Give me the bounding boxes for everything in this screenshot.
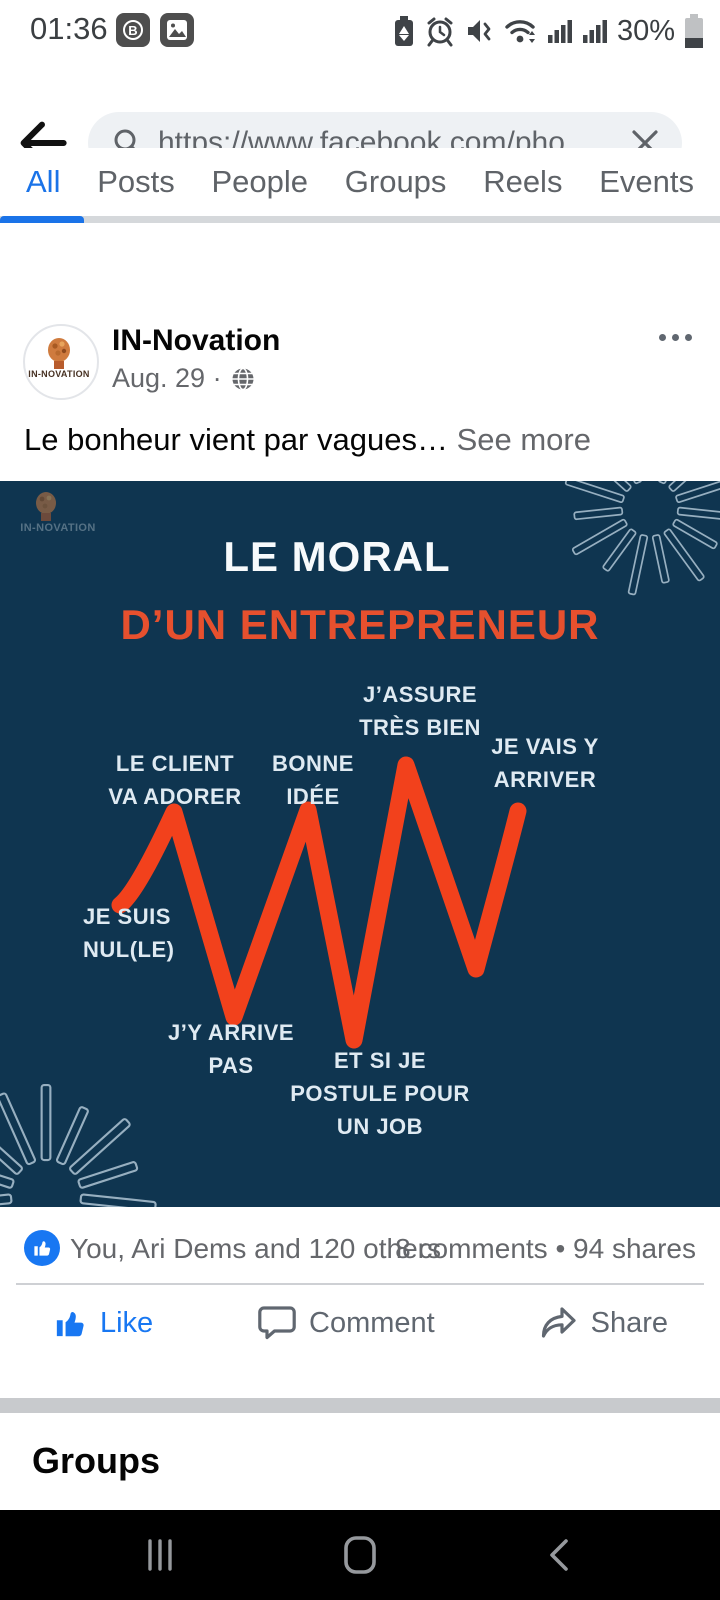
post-meta: Aug. 29 ·: [112, 363, 256, 394]
notification-app-b-icon: B: [116, 13, 150, 47]
like-reaction-icon: [24, 1230, 60, 1266]
morale-wave-curve: [111, 756, 527, 1049]
see-more-link[interactable]: See more: [456, 422, 591, 457]
in-novation-watermark-logo: IN-NOVATION: [20, 492, 96, 534]
label-je-suis: JE SUIS NUL(LE): [83, 904, 175, 962]
post-divider: [16, 1283, 704, 1285]
post-action-bar: Like Comment Share: [0, 1288, 720, 1358]
tab-people[interactable]: People: [211, 164, 309, 199]
tab-posts[interactable]: Posts: [97, 164, 175, 199]
home-button[interactable]: [300, 1510, 420, 1600]
thumbs-up-icon: [56, 1312, 84, 1337]
share-label: Share: [590, 1306, 669, 1339]
engagement-summary: You, Ari Dems and 120 others 8 comments …: [0, 1212, 720, 1282]
image-title-line1: LE MORAL: [223, 533, 451, 580]
post-text-body: Le bonheur vient par vagues…: [24, 422, 448, 457]
section-separator: [0, 1398, 720, 1413]
tab-events[interactable]: Events: [599, 164, 694, 199]
post-photo[interactable]: IN-NOVATION LE MORAL D’UN ENTREPRENEUR J…: [0, 481, 720, 1207]
starburst-icon: [0, 1083, 157, 1207]
starburst-icon: [564, 481, 720, 596]
comment-button[interactable]: Comment: [257, 1304, 435, 1342]
image-title-line2: D’UN ENTREPRENEUR: [120, 601, 600, 648]
battery-percentage: 30%: [616, 14, 675, 47]
tab-all[interactable]: All: [0, 148, 86, 223]
battery-icon: [685, 14, 703, 48]
signal-icon: [547, 20, 572, 43]
in-novation-logo: IN-NOVATION: [28, 338, 89, 379]
search-result-tabs: All Posts People Groups Reels Events: [0, 148, 720, 223]
tab-groups[interactable]: Groups: [344, 164, 447, 199]
signal-icon: [582, 20, 607, 43]
clock: 01:36: [30, 11, 108, 46]
reactions-summary-text[interactable]: You, Ari Dems and 120 others: [70, 1233, 441, 1264]
svg-text:IN-NOVATION: IN-NOVATION: [20, 522, 96, 534]
label-le-client: LE CLIENT VA ADORER: [108, 751, 242, 809]
globe-privacy-icon: [232, 367, 254, 390]
post-author[interactable]: IN-Novation: [112, 324, 281, 357]
tab-reels[interactable]: Reels: [483, 164, 563, 199]
alarm-icon: [427, 17, 453, 47]
like-button[interactable]: Like: [52, 1305, 153, 1341]
svg-text:B: B: [128, 23, 137, 38]
label-je-vais-y: JE VAIS Y ARRIVER: [491, 734, 599, 792]
nav-back-button[interactable]: [500, 1510, 620, 1600]
label-jy-arrive: J’Y ARRIVE PAS: [167, 1020, 295, 1078]
like-label: Like: [99, 1306, 154, 1339]
moral-curve-graphic: [0, 481, 720, 1207]
status-icons: 30%: [393, 12, 704, 50]
status-bar: 01:36 B 30%: [0, 0, 720, 60]
wifi-arrows-icon: [505, 20, 535, 43]
groups-section-heading: Groups: [32, 1440, 161, 1481]
comments-shares-count[interactable]: 8 comments • 94 shares: [395, 1233, 696, 1264]
browser-toolbar: https://www.facebook.com/pho: [0, 50, 720, 174]
avatar[interactable]: IN-NOVATION: [23, 324, 99, 400]
android-nav-bar: [0, 1510, 720, 1600]
recent-apps-button[interactable]: [100, 1510, 220, 1600]
svg-text:IN-NOVATION: IN-NOVATION: [28, 369, 89, 379]
notification-gallery-icon: [160, 13, 194, 47]
post-date: Aug. 29 ·: [112, 363, 222, 393]
recent-apps-icon: [148, 1539, 172, 1571]
share-icon: [541, 1307, 576, 1338]
post-options-button[interactable]: [638, 322, 692, 352]
comment-label: Comment: [309, 1306, 435, 1339]
post-text: Le bonheur vient par vagues… See more: [24, 422, 591, 458]
nav-back-icon: [550, 1539, 568, 1571]
home-icon: [344, 1536, 376, 1574]
battery-saver-icon: [394, 16, 413, 46]
label-jassure: J’ASSURE TRÈS BIEN: [359, 682, 481, 740]
label-bonne-idee: BONNE IDÉE: [272, 751, 354, 809]
share-button[interactable]: Share: [539, 1304, 668, 1342]
label-et-si-je: ET SI JE POSTULE POUR UN JOB: [290, 1048, 470, 1139]
comment-icon: [258, 1306, 296, 1340]
mute-vibrate-icon: [467, 20, 491, 42]
